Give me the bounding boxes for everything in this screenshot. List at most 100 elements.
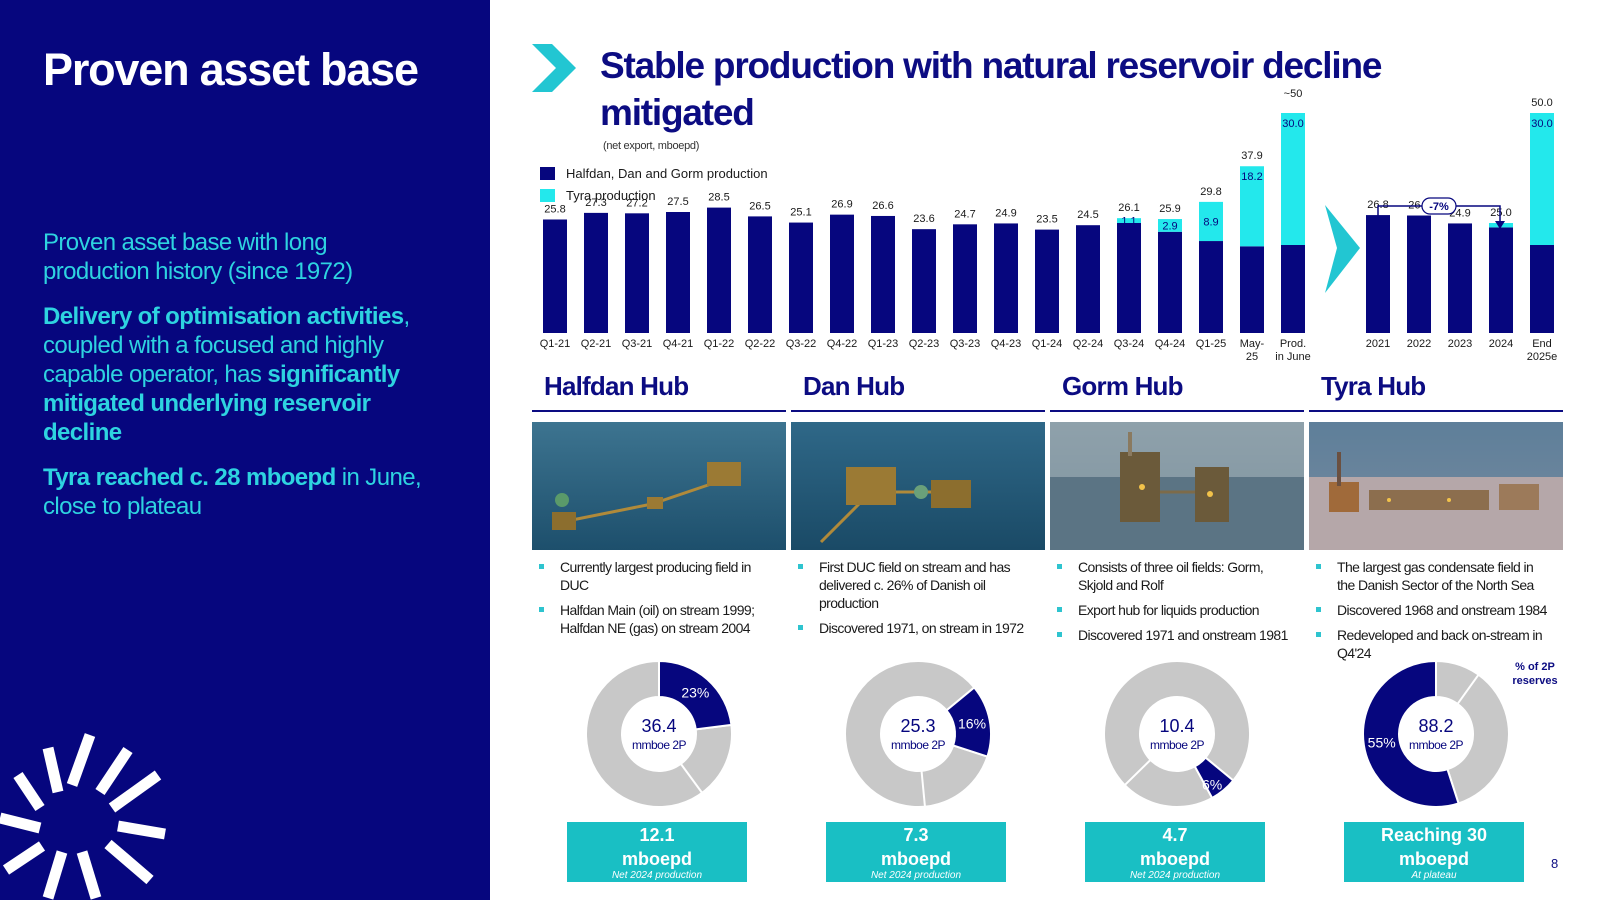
- halfdan-hub-bullet-1: Halfdan Main (oil) on stream 1999; Halfd…: [532, 601, 772, 637]
- quarterly-tyra-label-14: 1.1: [1121, 216, 1136, 228]
- quarterly-total-label-8: 26.6: [872, 200, 893, 212]
- quarterly-tyra-label-17: 18.2: [1241, 171, 1262, 183]
- halfdan-hub-bullets: Currently largest producing field in DUC…: [532, 558, 772, 644]
- tyra-hub-bullet-2: Redeveloped and back on-stream in Q4'24: [1309, 626, 1549, 662]
- left-paragraph-tyra: Tyra reached c. 28 mboepd in June, close…: [43, 463, 433, 521]
- tyra-hub-donut-split: [1456, 674, 1480, 705]
- quarterly-bar-base-4: [707, 207, 731, 333]
- quarterly-total-label-5: 26.5: [749, 200, 770, 212]
- gorm-hub-kpi-unit: mboepd: [1140, 849, 1210, 869]
- quarterly-bar-base-13: [1076, 225, 1100, 333]
- legend-swatch-halfdan: [540, 167, 555, 180]
- tyra-hub-bullet-0: The largest gas condensate field in the …: [1309, 558, 1549, 594]
- left-text-plateau: in June, close to plateau: [43, 464, 422, 520]
- quarterly-bar-base-10: [953, 224, 977, 333]
- left-panel: Proven asset base Proven asset base with…: [0, 0, 490, 900]
- quarterly-bar-base-14: [1117, 223, 1141, 333]
- quarterly-total-label-18: ~50: [1284, 88, 1303, 100]
- halfdan-hub-rule: [532, 410, 786, 412]
- tyra-hub-reserves-value: 88.2: [1418, 716, 1453, 736]
- tyra-hub-title: Tyra Hub: [1321, 371, 1426, 401]
- gorm-hub-photo: [1050, 422, 1304, 550]
- quarterly-bar-tyra-14: [1117, 218, 1141, 223]
- annual-bar-base-2: [1448, 223, 1472, 333]
- gorm-hub-kpi-box: 4.7 mboepd Net 2024 production: [1085, 822, 1265, 882]
- quarterly-bar-base-15: [1158, 231, 1182, 333]
- quarterly-total-label-6: 25.1: [790, 207, 811, 219]
- dan-hub-kpi-box: 7.3 mboepd Net 2024 production: [826, 822, 1006, 882]
- halfdan-hub-reserves-unit: mmboe 2P: [632, 738, 687, 752]
- quarterly-bar-tyra-16: [1199, 201, 1223, 242]
- annual-category-label-2: 2023: [1448, 338, 1472, 350]
- star-logo-icon: [0, 733, 166, 900]
- tyra-hub-reserves-donut: 55% 88.2 mmboe 2P: [1362, 659, 1510, 808]
- tyra-hub-share-label: 55%: [1368, 735, 1396, 751]
- quarterly-tyra-label-16: 8.9: [1203, 216, 1218, 228]
- dan-hub-reserves-value: 25.3: [900, 716, 935, 736]
- decline-badge-label: -7%: [1429, 201, 1449, 213]
- quarterly-category-label-0: Q1-21: [540, 338, 571, 350]
- quarterly-category-label-14: Q3-24: [1114, 338, 1145, 350]
- chart-subtitle: (net export, mboepd): [603, 140, 700, 152]
- annual-tyra-label-4: 30.0: [1531, 118, 1552, 130]
- quarterly-total-label-17: 37.9: [1241, 150, 1262, 162]
- halfdan-hub-kpi-box: 12.1 mboepd Net 2024 production: [567, 822, 747, 882]
- quarterly-category-label-3: Q4-21: [663, 338, 694, 350]
- dan-hub-reserves-donut: 16% 25.3 mmboe 2P: [844, 660, 992, 808]
- dan-hub-rule: [791, 410, 1045, 412]
- quarterly-total-label-13: 24.5: [1077, 209, 1098, 221]
- quarterly-category-label-15: Q4-24: [1155, 338, 1186, 350]
- quarterly-bar-base-3: [666, 212, 690, 333]
- tyra-hub-kpi-box: Reaching 30 mboepd At plateau: [1344, 822, 1524, 882]
- halfdan-hub-kpi-caption: Net 2024 production: [611, 870, 703, 881]
- chevron-arrow-icon: [532, 44, 576, 92]
- left-paragraph-history: Proven asset base with long production h…: [43, 229, 353, 285]
- quarterly-category-label-17: May-25: [1240, 338, 1265, 363]
- quarterly-bar-base-11: [994, 223, 1018, 333]
- dan-hub-donut-rest: [844, 660, 989, 808]
- quarterly-bar-tyra-17: [1240, 166, 1264, 247]
- quarterly-category-label-16: Q1-25: [1196, 338, 1227, 350]
- gorm-hub-rule: [1050, 410, 1304, 412]
- halfdan-hub-photo: [532, 422, 786, 550]
- tyra-hub-bullet-1: Discovered 1968 and onstream 1984: [1309, 601, 1549, 619]
- quarterly-total-label-7: 26.9: [831, 199, 852, 211]
- left-bold-optimisation: Delivery of optimisation activities: [43, 303, 404, 330]
- quarterly-bar-base-1: [584, 212, 608, 333]
- quarterly-category-label-1: Q2-21: [581, 338, 612, 350]
- dan-hub-share-label: 16%: [958, 716, 986, 732]
- tyra-hub-kpi-unit: mboepd: [1399, 849, 1469, 869]
- annual-total-label-4: 50.0: [1531, 97, 1552, 109]
- main-title: Stable production with natural reservoir…: [600, 45, 1382, 133]
- decline-badge: [1421, 197, 1457, 215]
- quarterly-total-label-0: 25.8: [544, 203, 565, 215]
- quarterly-category-label-5: Q2-22: [745, 338, 776, 350]
- halfdan-hub-bullet-0: Currently largest producing field in DUC: [532, 558, 772, 594]
- legend-label-halfdan: Halfdan, Dan and Gorm production: [566, 166, 768, 181]
- tyra-hub-photo: [1309, 422, 1563, 550]
- decline-arrow-icon: [1495, 221, 1505, 229]
- gorm-hub-kpi-value: 4.7: [1162, 825, 1188, 845]
- dan-hub-kpi-unit: mboepd: [881, 849, 951, 869]
- quarterly-total-label-11: 24.9: [995, 207, 1016, 219]
- halfdan-hub-donut-share: [658, 659, 733, 731]
- left-paragraph-optimisation: Delivery of optimisation activities, cou…: [43, 302, 433, 447]
- quarterly-category-label-7: Q4-22: [827, 338, 858, 350]
- quarterly-category-label-8: Q1-23: [868, 338, 899, 350]
- quarterly-total-label-2: 27.2: [626, 197, 647, 209]
- quarterly-total-label-4: 28.5: [708, 192, 729, 204]
- annual-category-label-3: 2024: [1489, 338, 1513, 350]
- halfdan-hub-kpi-value: 12.1: [639, 825, 675, 845]
- production-chart: Halfdan, Dan and Gorm production Tyra pr…: [540, 88, 1558, 363]
- gorm-hub-bullet-0: Consists of three oil fields: Gorm, Skjo…: [1050, 558, 1290, 594]
- quarterly-category-label-13: Q2-24: [1073, 338, 1104, 350]
- dan-hub-reserves-unit: mmboe 2P: [891, 738, 946, 752]
- gorm-hub-donut-share: [1193, 756, 1235, 800]
- quarterly-bar-base-8: [871, 215, 895, 333]
- gorm-hub-reserves-donut: 6% 10.4 mmboe 2P: [1103, 660, 1251, 808]
- halfdan-hub-title: Halfdan Hub: [544, 371, 689, 401]
- annual-bar-base-4: [1530, 245, 1554, 333]
- tyra-hub-donut-share: [1362, 659, 1460, 808]
- quarterly-bar-base-9: [912, 229, 936, 333]
- quarterly-bar-base-0: [543, 219, 567, 333]
